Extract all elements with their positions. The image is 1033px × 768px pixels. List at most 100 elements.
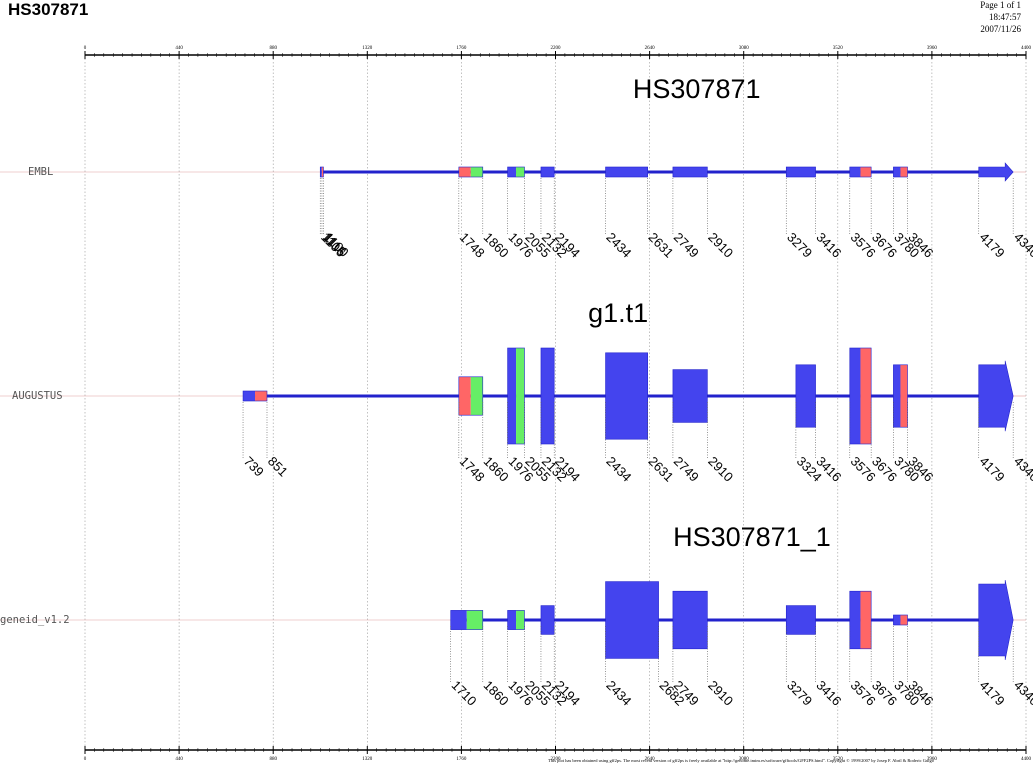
exon-outline	[458, 376, 484, 416]
coord-label: 4179	[977, 230, 1008, 261]
grid-lines	[84, 55, 1027, 750]
exon	[795, 364, 816, 428]
coord-label: 2434	[603, 678, 634, 709]
exon-outline	[507, 166, 525, 178]
coord-label: 3416	[813, 230, 844, 261]
gene-name: g1.t1	[588, 298, 648, 328]
ruler-tick-label: 3080	[739, 46, 750, 51]
exon-outline	[458, 166, 484, 178]
ruler-tick-label: 4400	[1021, 757, 1032, 762]
exon-outline	[450, 610, 484, 630]
coord-label: 1860	[481, 678, 512, 709]
coord-label: 4340	[1011, 230, 1033, 261]
coord-label: 2631	[646, 230, 677, 261]
exon-part	[243, 391, 256, 401]
exon-part	[470, 167, 483, 177]
ruler-tick-label: 2200	[551, 46, 562, 51]
exon-arrow	[978, 162, 1014, 182]
exon	[605, 352, 648, 440]
print-date: 2007/11/26	[980, 24, 1021, 34]
exon-part	[900, 167, 908, 177]
coord-label: 851	[265, 454, 291, 480]
track-label: EMBL	[28, 166, 53, 178]
ruler-tick-label: 1320	[362, 757, 373, 762]
exon-part	[516, 610, 525, 630]
ruler-tick-label: 1760	[456, 46, 467, 51]
exon	[540, 605, 555, 635]
ruler-tick-label: 3960	[927, 757, 938, 762]
ruler-tick-label: 4400	[1021, 46, 1032, 51]
exon	[540, 347, 555, 445]
exon-part	[860, 348, 872, 444]
coord-label: 4340	[1011, 454, 1033, 485]
exon-part	[849, 348, 861, 444]
exon	[672, 166, 708, 178]
exon-part	[893, 364, 901, 428]
coord-label: 4179	[977, 678, 1008, 709]
coord-label: 2910	[705, 678, 736, 709]
coord-label: 3416	[813, 678, 844, 709]
exon-part	[458, 167, 471, 177]
page-meta: Page 1 of 1 18:47:57 2007/11/26	[980, 0, 1021, 35]
exon-part	[466, 610, 483, 630]
ruler-tick-label: 3520	[833, 757, 844, 762]
exon-arrow	[978, 579, 1014, 661]
ruler-tick-label: 2640	[645, 46, 656, 51]
track-label: geneid_v1.2	[0, 614, 70, 626]
coord-label: 2749	[671, 230, 702, 261]
exon-part	[849, 167, 861, 177]
ruler-tick-label: 3520	[833, 46, 844, 51]
ruler-tick-label: 1760	[456, 757, 467, 762]
coord-label: 1710	[449, 678, 480, 709]
ruler-tick-label: 440	[175, 757, 183, 762]
coord-label: 2434	[603, 230, 634, 261]
exon-outline	[242, 390, 268, 402]
exon-outline	[849, 590, 872, 650]
ruler-tick-label: 2640	[645, 757, 656, 762]
exon	[785, 605, 816, 635]
exon-part	[900, 615, 908, 625]
exon-outline	[893, 614, 908, 626]
gene-name: HS307871_1	[673, 522, 831, 552]
exon-outline	[893, 166, 908, 178]
exon	[672, 590, 708, 650]
page-label: Page 1 of 1	[980, 0, 1021, 10]
ruler-tick-label: 1320	[362, 46, 373, 51]
coord-label: 739	[241, 454, 267, 480]
ruler-tick-label: 3080	[739, 757, 750, 762]
gene-name: HS307871	[633, 74, 761, 104]
coord-label: 3279	[784, 678, 815, 709]
coord-label: 2749	[671, 454, 702, 485]
exon-part	[321, 167, 324, 177]
document-title: HS307871	[8, 0, 89, 19]
coord-label: 2434	[603, 454, 634, 485]
coord-label: 2910	[705, 454, 736, 485]
exon	[605, 581, 659, 659]
exon-part	[516, 348, 525, 444]
ruler-top: 0 440 880 1320 1760 2200 2640 3080 3520 3960 4400	[84, 46, 1032, 59]
track-label: AUGUSTUS	[12, 390, 63, 402]
exon-outline	[319, 166, 324, 178]
ruler-tick-label: 440	[175, 46, 183, 51]
ruler-tick-label: 0	[84, 757, 87, 762]
exon-part	[320, 167, 322, 177]
exon-part	[507, 348, 517, 444]
ruler-tick-label: 880	[269, 46, 277, 51]
print-time: 18:47:57	[988, 12, 1021, 22]
exon-outline	[849, 166, 872, 178]
exon-part	[860, 591, 872, 649]
coord-label: 4179	[977, 454, 1008, 485]
exon-part	[893, 167, 901, 177]
ruler-bottom: 0 440 880 1320 1760 2200 2640 3080 3520 3960 4400	[84, 746, 1032, 762]
exon-outline	[849, 347, 872, 445]
ruler-tick-label: 0	[84, 46, 87, 51]
exon	[785, 166, 816, 178]
exon-outline	[893, 364, 908, 428]
exon-part	[893, 615, 901, 625]
exon-outline	[507, 610, 525, 630]
coord-label: 4340	[1011, 678, 1033, 709]
exon-part	[516, 167, 525, 177]
